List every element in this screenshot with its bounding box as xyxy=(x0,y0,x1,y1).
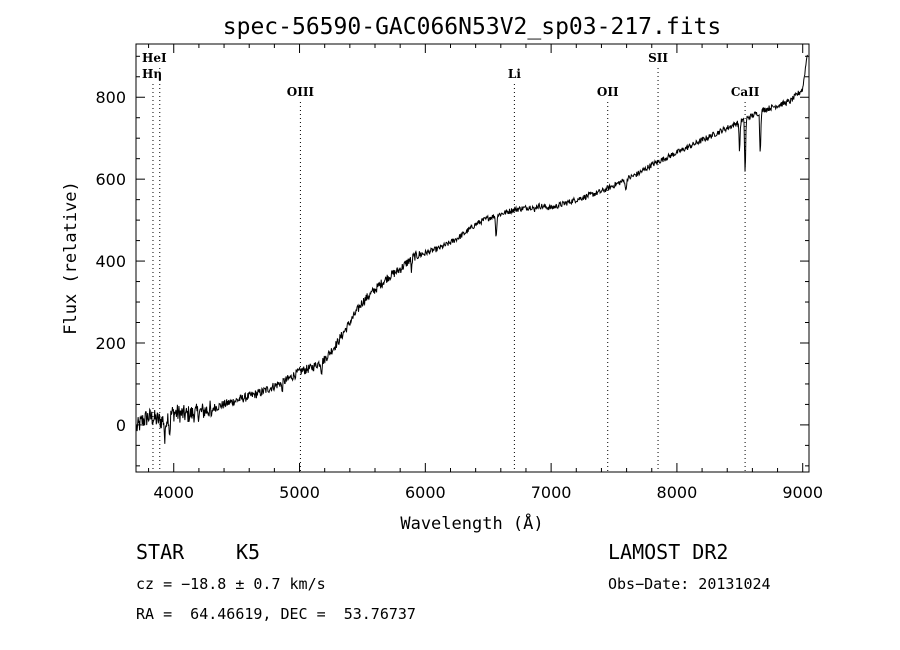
y-tick-label: 600 xyxy=(95,170,126,189)
plot-frame xyxy=(135,43,810,473)
object-subclass: K5 xyxy=(236,540,261,564)
x-tick-label: 5000 xyxy=(279,483,320,502)
spectral-line-label: OIII xyxy=(287,85,315,99)
x-tick-label: 9000 xyxy=(782,483,823,502)
survey-name: LAMOST DR2 xyxy=(608,540,729,564)
x-tick-label: 8000 xyxy=(657,483,698,502)
y-tick-label: 0 xyxy=(116,416,126,435)
x-tick-label: 6000 xyxy=(405,483,446,502)
x-axis-label: Wavelength (Å) xyxy=(400,512,543,534)
y-axis-ticks: 0 200 400 600 800 xyxy=(95,55,809,467)
spectral-line-markers: HeI Hη OIII Li OII SII CaII xyxy=(142,51,760,472)
y-tick-label: 200 xyxy=(95,334,126,353)
spectral-line-label: SII xyxy=(648,51,668,65)
y-axis-label: Flux (relative) xyxy=(61,181,81,335)
coordinates: RA = 64.46619, DEC = 53.76737 xyxy=(136,605,416,623)
spectral-line-label: CaII xyxy=(731,85,760,99)
spectral-line-label: OII xyxy=(597,85,619,99)
spectral-line-label: HeI xyxy=(142,51,167,65)
x-axis-ticks: 4000 5000 6000 7000 8000 9000 xyxy=(148,44,823,502)
y-tick-label: 800 xyxy=(95,88,126,107)
chart-title: spec-56590-GAC066N53V2_sp03-217.fits xyxy=(223,14,722,40)
object-class: STAR xyxy=(136,540,185,564)
observation-date: Obs−Date: 20131024 xyxy=(608,575,771,593)
redshift-cz: cz = −18.8 ± 0.7 km/s xyxy=(136,575,326,593)
x-tick-label: 7000 xyxy=(531,483,572,502)
spectrum-line xyxy=(136,54,808,444)
spectral-line-label: Hη xyxy=(142,67,162,81)
spectral-line-label: Li xyxy=(508,67,521,81)
y-tick-label: 400 xyxy=(95,252,126,271)
x-tick-label: 4000 xyxy=(153,483,194,502)
